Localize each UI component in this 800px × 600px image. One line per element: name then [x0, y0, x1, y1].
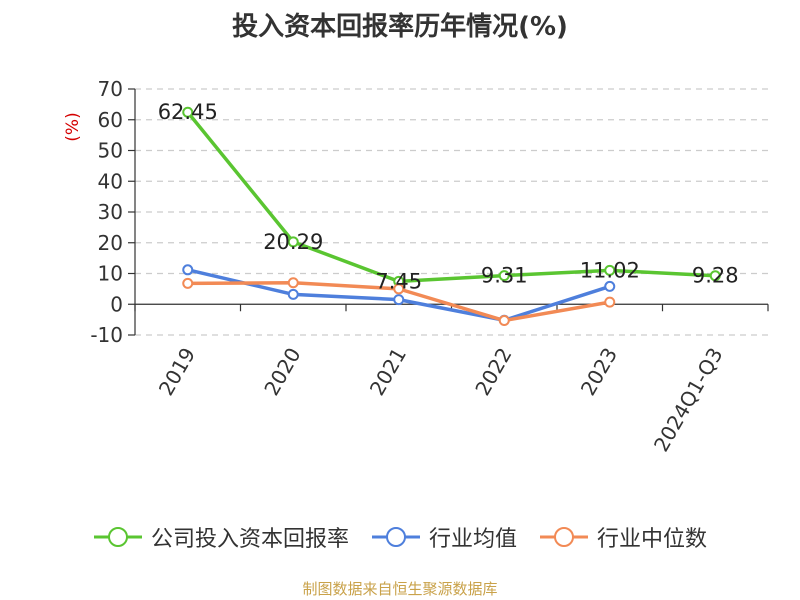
legend-item: 行业均值 [371, 521, 517, 553]
grid-lines [135, 88, 768, 336]
source-note: 制图数据来自恒生聚源数据库 [302, 580, 498, 598]
x-tick-label: 2019 [154, 344, 200, 400]
data-point [182, 264, 194, 276]
data-point [393, 283, 405, 295]
x-tick-label: 2020 [259, 344, 305, 400]
y-tick-label: 20 [98, 231, 123, 255]
legend-swatch [371, 527, 420, 547]
data-label: 7.45 [375, 269, 422, 293]
y-tick-label: 0 [110, 292, 123, 316]
data-label: 9.28 [692, 264, 739, 288]
x-tick-label: 2023 [576, 344, 622, 400]
data-label: 9.31 [481, 264, 528, 288]
data-point [498, 315, 510, 327]
x-tick-label: 2022 [470, 344, 516, 400]
y-tick-label: 10 [98, 262, 123, 286]
legend-label: 行业中位数 [597, 527, 708, 552]
data-point [604, 280, 616, 292]
y-tick-label: 30 [98, 200, 123, 224]
data-label: 11.02 [580, 258, 640, 282]
y-tick-label: 50 [98, 139, 123, 163]
data-label: 20.29 [263, 230, 323, 254]
legend-label: 公司投入资本回报率 [150, 527, 349, 552]
legend-label: 行业均值 [428, 527, 517, 552]
legend-swatch-marker [107, 527, 128, 547]
legend: 公司投入资本回报率 行业均值 行业中位数 [0, 520, 800, 554]
legend-swatch [540, 527, 588, 547]
y-axis-label: (%) [63, 112, 83, 141]
data-label: 62.45 [158, 100, 218, 124]
legend-swatch [93, 527, 142, 547]
y-tick-label: 60 [98, 108, 123, 132]
data-point [287, 236, 299, 248]
legend-item: 公司投入资本回报率 [93, 521, 349, 553]
data-point [604, 296, 616, 308]
series-lines [182, 106, 721, 327]
legend-swatch-marker [385, 527, 406, 547]
data-point [287, 277, 299, 289]
data-point [604, 264, 616, 276]
series-line-1 [186, 110, 717, 284]
data-point [393, 294, 405, 306]
data-labels: 62.45 20.29 7.45 9.31 11.02 9.28 [158, 100, 739, 293]
y-tick-label: -10 [90, 323, 123, 347]
legend-item: 行业中位数 [539, 521, 707, 553]
data-point [709, 270, 721, 282]
legend-swatch-marker [554, 527, 574, 547]
data-point [182, 106, 194, 118]
x-tick-label: 2024Q1-Q3 [649, 344, 728, 456]
y-tick-label: 40 [98, 169, 123, 193]
x-tick-label: 2021 [365, 344, 411, 400]
y-tick-label: 70 [98, 77, 123, 101]
data-point [498, 270, 510, 282]
data-point [287, 288, 299, 300]
data-point [182, 277, 194, 289]
chart-title: 投入资本回报率历年情况(%) [232, 12, 568, 42]
